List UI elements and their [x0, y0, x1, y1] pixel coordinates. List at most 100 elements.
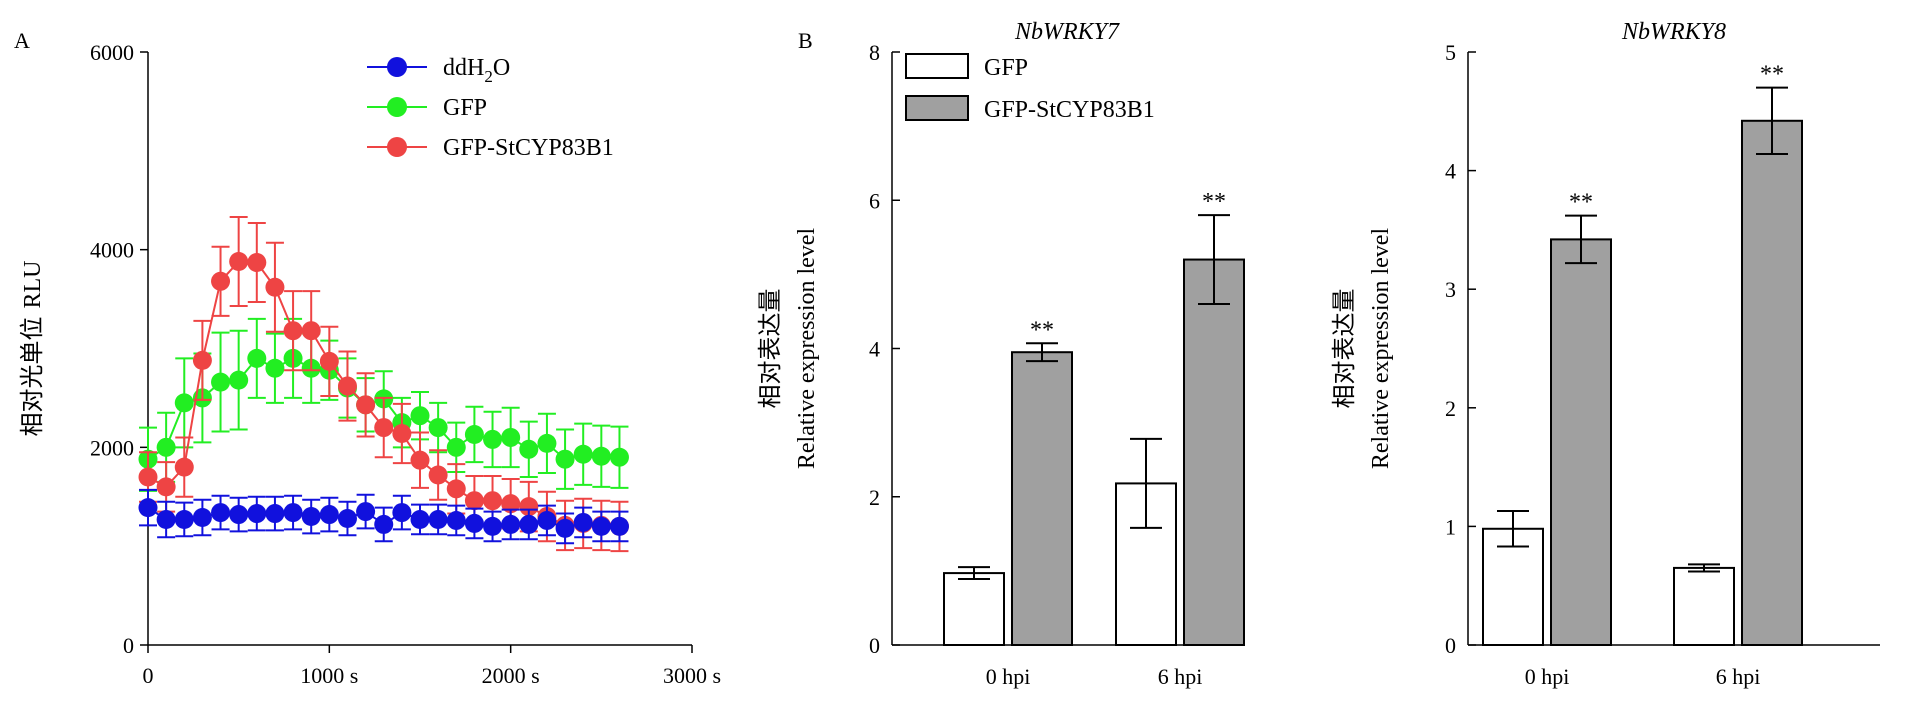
bar-gfp [1482, 527, 1544, 646]
data-point [319, 351, 339, 371]
series-gfp-stcyp83b1 [138, 216, 629, 553]
y-tick-label: 2 [1445, 396, 1456, 421]
data-point [265, 504, 285, 524]
significance-label: ** [1760, 62, 1784, 88]
data-point [192, 508, 212, 528]
legend-marker [387, 137, 407, 157]
bar-gfp-stcyp83b1 [1550, 238, 1612, 646]
data-point [519, 514, 539, 534]
data-point [573, 512, 593, 532]
x-tick-label: 0 hpi [986, 664, 1031, 689]
data-point [337, 508, 357, 528]
y-axis-title-cn: 相对表达量 [1331, 289, 1358, 409]
data-point [356, 502, 376, 522]
data-point [446, 437, 466, 457]
data-point [483, 516, 503, 536]
data-point [301, 321, 321, 341]
legend-label: GFP-StCYP83B1 [984, 97, 1155, 123]
legend-label: GFP [443, 95, 487, 121]
chart-b-nbwrky7: 0 2 4 6 8 NbWRKY7 相对表达量 Relative expression lev… [757, 19, 1245, 689]
legend-label-tail: O [493, 55, 510, 81]
data-point [156, 477, 176, 497]
data-point [283, 503, 303, 523]
legend-label: GFP-StCYP83B1 [443, 135, 614, 161]
data-point [283, 321, 303, 341]
data-point [174, 509, 194, 529]
chart-title: NbWRKY7 [1014, 19, 1120, 45]
y-tick-label: 0 [1445, 633, 1456, 658]
data-point [229, 505, 249, 525]
data-point [464, 424, 484, 444]
y-axis-title-en: Relative expression level [794, 228, 820, 470]
data-point [555, 449, 575, 469]
data-point [392, 503, 412, 523]
legend-swatch [905, 53, 969, 79]
data-point [392, 423, 412, 443]
data-point [464, 491, 484, 511]
data-point [410, 509, 430, 529]
chart-a-rlu-timecourse: 0 2000 4000 6000 0 1000 s 2000 s 3000 s 相对光单位 RLU… [19, 40, 721, 688]
data-point [229, 370, 249, 390]
legend-label-sub: 2 [484, 67, 493, 86]
data-point [156, 437, 176, 457]
y-tick-label: 8 [869, 40, 880, 65]
significance-label: ** [1030, 317, 1054, 343]
legend-label-main: ddH [443, 55, 484, 81]
y-tick-label: 4 [869, 337, 880, 362]
data-point [537, 433, 557, 453]
y-tick-label: 2 [869, 485, 880, 510]
data-point [301, 507, 321, 527]
y-tick-label: 6 [869, 188, 880, 213]
data-point [573, 444, 593, 464]
x-tick-label: 0 [143, 663, 154, 688]
data-point [591, 446, 611, 466]
data-point [265, 358, 285, 378]
data-point [138, 498, 158, 518]
y-axis-title-cn: 相对表达量 [757, 289, 784, 409]
y-tick-label: 6000 [90, 40, 134, 65]
bar-gfp [1673, 566, 1735, 646]
legend-marker [387, 57, 407, 77]
data-point [591, 516, 611, 536]
data-point [555, 518, 575, 538]
data-point [211, 372, 231, 392]
data-point [156, 509, 176, 529]
data-point [483, 491, 503, 511]
data-point [356, 395, 376, 415]
data-point [192, 350, 212, 370]
bar-gfp-stcyp83b1 [1741, 119, 1803, 646]
significance-label: ** [1202, 189, 1226, 215]
data-point [265, 277, 285, 297]
legend-label: GFP [984, 55, 1028, 81]
panel-a-letter: A [14, 28, 30, 53]
data-point [609, 447, 629, 467]
chart-b-nbwrky8: 0 1 2 3 4 5 NbWRKY8 相对表达量 Relative expression le… [1331, 19, 1880, 689]
y-tick-label: 2000 [90, 435, 134, 460]
y-tick-label: 0 [123, 633, 134, 658]
data-point [211, 271, 231, 291]
x-tick-label: 3000 s [663, 663, 721, 688]
data-point [464, 513, 484, 533]
y-axis-title-en: Relative expression level [1368, 228, 1394, 470]
y-axis-title-cn: 相对光单位 [19, 317, 46, 437]
x-tick-label: 0 hpi [1525, 664, 1570, 689]
y-axis-title-en: RLU [20, 261, 46, 309]
data-point [501, 514, 521, 534]
x-tick-label: 6 hpi [1158, 664, 1203, 689]
data-point [410, 406, 430, 426]
legend: GFP GFP-StCYP83B1 [905, 53, 1155, 123]
data-point [247, 504, 267, 524]
bar-gfp [943, 572, 1005, 647]
y-axis-title: 相对光单位 RLU [19, 261, 46, 437]
legend-label-main: GFP-StCYP83B1 [443, 135, 614, 161]
data-point [483, 429, 503, 449]
data-point [229, 252, 249, 272]
data-point [410, 450, 430, 470]
bar-gfp-stcyp83b1 [1183, 258, 1245, 646]
chart-title: NbWRKY8 [1621, 19, 1726, 45]
data-point [247, 253, 267, 273]
legend-marker [387, 97, 407, 117]
y-tick-label: 1 [1445, 514, 1456, 539]
data-point [174, 457, 194, 477]
